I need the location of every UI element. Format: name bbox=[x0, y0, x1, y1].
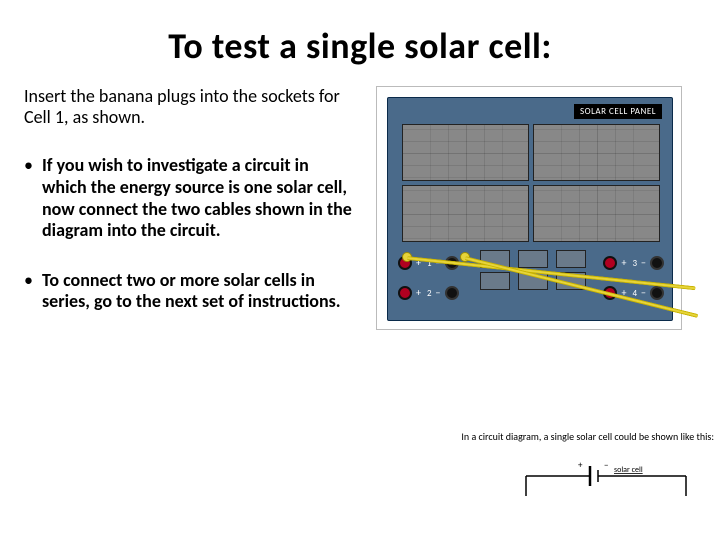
content-row: Insert the banana plugs into the sockets… bbox=[24, 86, 696, 341]
minus-sign: − bbox=[641, 288, 646, 298]
text-column: Insert the banana plugs into the sockets… bbox=[24, 86, 364, 341]
socket-pair: + 2 − bbox=[398, 286, 459, 300]
bullet-text: To connect two or more solar cells in se… bbox=[42, 270, 354, 313]
bullet-text: If you wish to investigate a circuit in … bbox=[42, 155, 354, 241]
bullet-item: • To connect two or more solar cells in … bbox=[24, 270, 354, 313]
solar-cell bbox=[533, 185, 660, 242]
solar-panel-diagram: SOLAR CELL PANEL bbox=[376, 86, 682, 330]
socket-number: 4 bbox=[632, 288, 637, 299]
bullet-marker: • bbox=[24, 270, 42, 313]
socket-row-2: + 2 − + 4 − bbox=[398, 282, 664, 304]
socket-black-icon bbox=[445, 286, 459, 300]
minus-sign: − bbox=[641, 258, 646, 268]
diagram-column: SOLAR CELL PANEL bbox=[364, 86, 694, 341]
socket-number: 2 bbox=[427, 288, 432, 299]
circuit-caption: In a circuit diagram, a single solar cel… bbox=[461, 430, 714, 443]
circuit-symbol-diagram: + − solar cell bbox=[516, 456, 696, 506]
intro-text: Insert the banana plugs into the sockets… bbox=[24, 86, 354, 127]
socket-red-icon bbox=[398, 286, 412, 300]
solar-cell bbox=[533, 124, 660, 181]
circuit-symbol-svg: + − solar cell bbox=[516, 456, 696, 506]
socket-black-icon bbox=[650, 286, 664, 300]
bullet-list: • If you wish to investigate a circuit i… bbox=[24, 155, 354, 313]
solar-cell bbox=[402, 124, 529, 181]
socket-red-icon bbox=[603, 256, 617, 270]
socket-black-icon bbox=[650, 256, 664, 270]
bullet-marker: • bbox=[24, 155, 42, 241]
cell-grid bbox=[402, 124, 660, 242]
plus-sign: + bbox=[416, 288, 421, 298]
solar-cell bbox=[402, 185, 529, 242]
plus-label: + bbox=[578, 460, 583, 471]
minus-sign: − bbox=[436, 288, 441, 298]
slide: To test a single solar cell: Insert the … bbox=[0, 0, 720, 540]
socket-number: 3 bbox=[632, 258, 637, 269]
minus-label: − bbox=[604, 460, 608, 471]
panel-body: SOLAR CELL PANEL bbox=[387, 97, 673, 321]
panel-label: SOLAR CELL PANEL bbox=[574, 104, 662, 119]
slide-title: To test a single solar cell: bbox=[24, 24, 696, 68]
plus-sign: + bbox=[621, 258, 626, 268]
socket-pair: + 3 − bbox=[603, 256, 664, 270]
bullet-item: • If you wish to investigate a circuit i… bbox=[24, 155, 354, 241]
solar-cell-label: solar cell bbox=[614, 465, 643, 475]
